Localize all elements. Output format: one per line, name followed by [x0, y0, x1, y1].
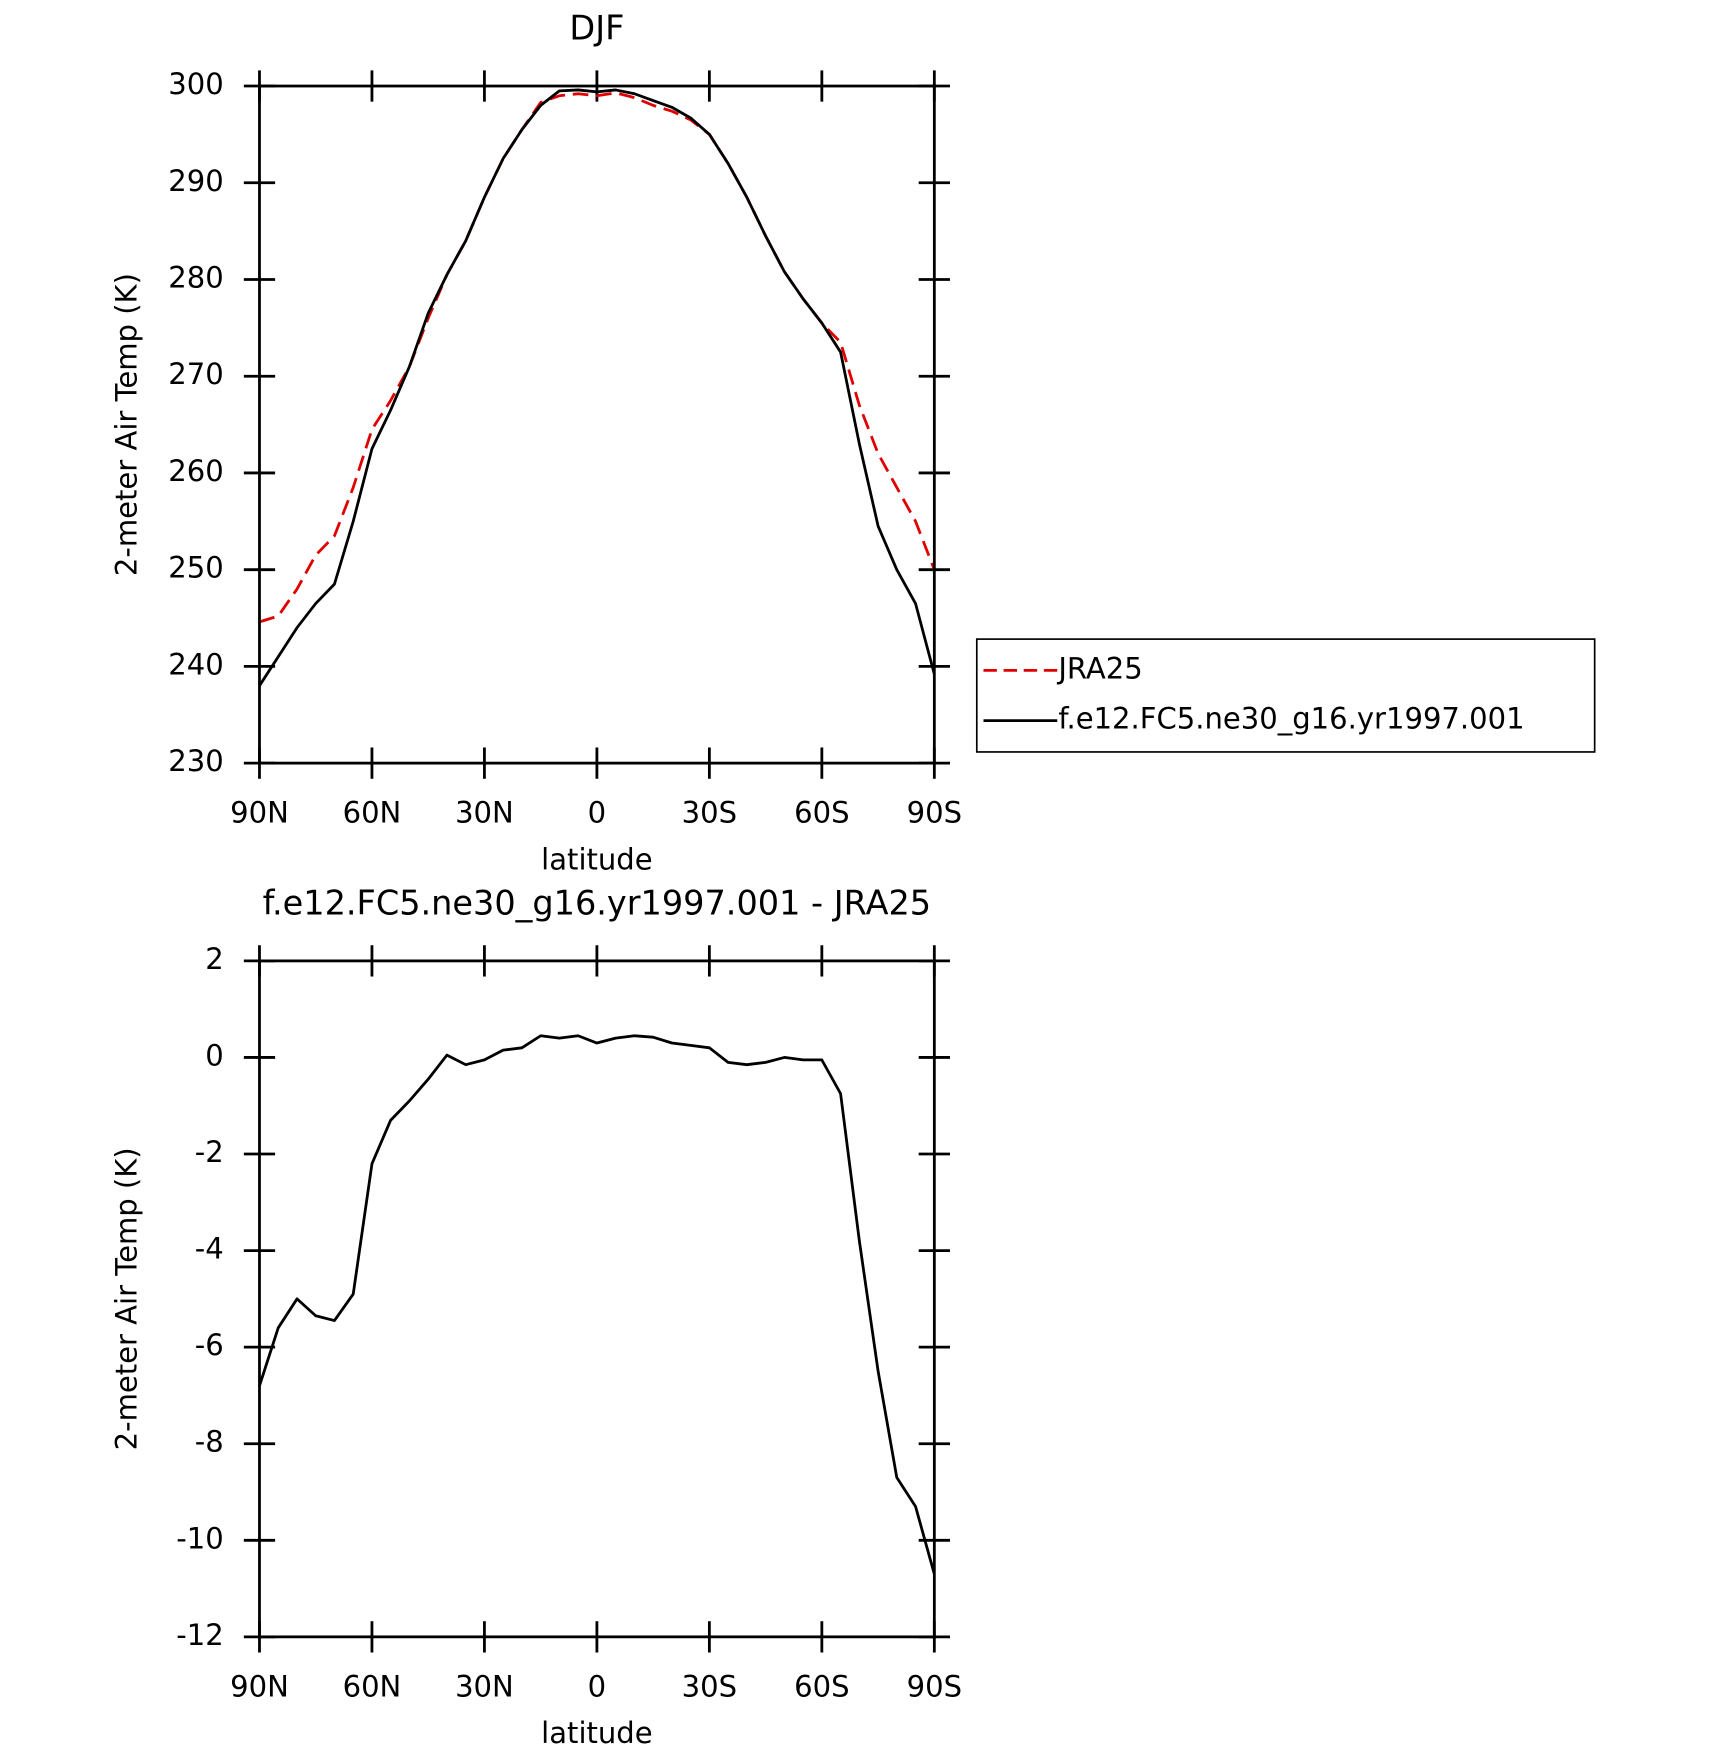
chart-title: DJF [569, 9, 624, 48]
legend-label: JRA25 [1056, 651, 1142, 685]
y-tick-label: 0 [205, 1038, 223, 1072]
x-tick-label: 90N [230, 796, 289, 830]
x-axis-label: latitude [541, 842, 652, 876]
y-tick-label: 250 [168, 551, 223, 585]
x-tick-label: 60S [794, 1669, 849, 1703]
x-tick-label: 30S [682, 796, 737, 830]
y-tick-label: 280 [168, 260, 223, 294]
data-line [258, 88, 936, 687]
y-axis-label: 2-meter Air Temp (K) [110, 1147, 144, 1450]
x-tick-label: 90N [230, 1669, 289, 1703]
y-tick-label: -2 [195, 1135, 224, 1169]
plot-frame [258, 84, 936, 765]
x-tick-label: 60S [794, 796, 849, 830]
y-tick-label: 270 [168, 357, 223, 391]
x-tick-label: 30N [455, 1669, 514, 1703]
y-tick-label: 290 [168, 164, 223, 198]
y-tick-label: -6 [195, 1328, 224, 1362]
x-tick-label: 90S [907, 796, 962, 830]
data-line [259, 91, 936, 624]
x-tick-label: 0 [588, 1669, 606, 1703]
x-tick-label: 30S [682, 1669, 737, 1703]
y-axis-label: 2-meter Air Temp (K) [110, 273, 144, 576]
y-tick-label: 260 [168, 454, 223, 488]
plot-frame [258, 959, 936, 1639]
x-tick-label: 30N [455, 796, 514, 830]
x-tick-label: 60N [343, 796, 402, 830]
legend-box [975, 638, 1596, 753]
x-tick-label: 90S [907, 1669, 962, 1703]
y-tick-label: 240 [168, 647, 223, 681]
y-tick-label: 300 [168, 67, 223, 101]
y-tick-label: -4 [195, 1232, 224, 1266]
y-tick-label: 2 [205, 942, 223, 976]
legend-label: f.e12.FC5.ne30_g16.yr1997.001 [1058, 702, 1524, 736]
y-tick-label: -12 [176, 1618, 223, 1652]
x-tick-label: 60N [343, 1669, 402, 1703]
x-tick-label: 0 [588, 796, 606, 830]
x-axis-label: latitude [541, 1716, 652, 1750]
y-tick-label: 230 [168, 744, 223, 778]
data-line [258, 1034, 936, 1575]
y-tick-label: -10 [176, 1521, 223, 1555]
y-tick-label: -8 [195, 1425, 224, 1459]
chart-title: f.e12.FC5.ne30_g16.yr1997.001 - JRA25 [263, 884, 931, 923]
